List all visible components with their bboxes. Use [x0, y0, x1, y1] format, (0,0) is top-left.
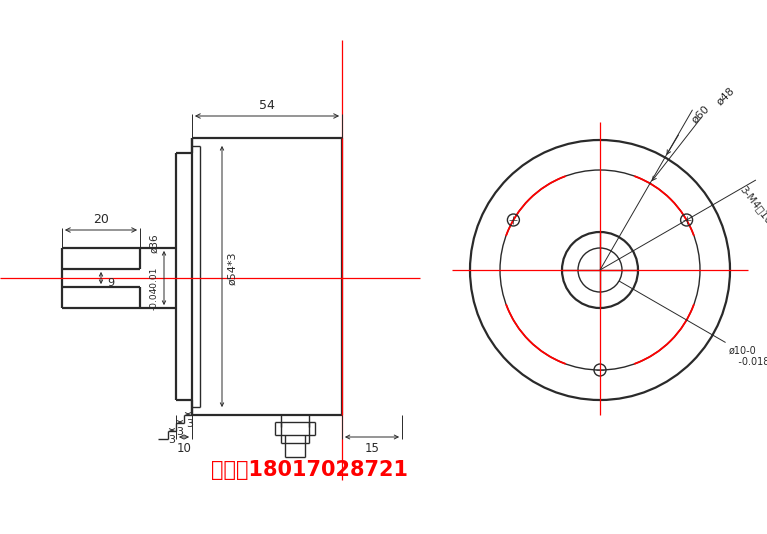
Text: 9: 9 [107, 278, 114, 288]
Text: 手机：18017028721: 手机：18017028721 [212, 460, 409, 480]
Text: -0.04: -0.04 [150, 286, 159, 310]
Text: ø60: ø60 [690, 104, 712, 125]
Text: 3: 3 [169, 435, 176, 445]
Text: 3: 3 [186, 419, 193, 429]
Text: 15: 15 [364, 442, 380, 455]
Text: ø36: ø36 [149, 233, 159, 253]
Text: 3: 3 [176, 427, 183, 437]
Text: -0.01: -0.01 [150, 266, 159, 289]
Text: ø48: ø48 [715, 85, 737, 107]
Text: 10: 10 [176, 442, 192, 455]
Text: ø10-0
   -0.018: ø10-0 -0.018 [729, 345, 767, 367]
Text: ø54*3: ø54*3 [227, 252, 237, 285]
Text: 3-M4深10: 3-M4深10 [738, 184, 767, 226]
Text: 54: 54 [259, 99, 275, 112]
Text: 20: 20 [93, 213, 109, 226]
